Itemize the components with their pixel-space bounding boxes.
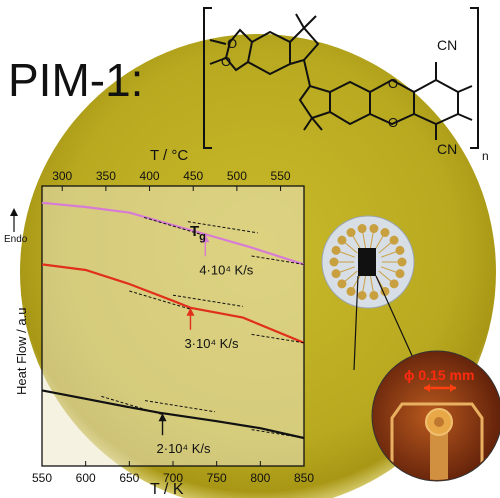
micrograph-inset: ϕ 0.15 mm (371, 350, 500, 482)
baseline-dashed (144, 400, 215, 413)
baseline-dashed (172, 294, 243, 307)
baseline-dashed (101, 395, 163, 416)
x-tick-label: 750 (207, 471, 227, 485)
sensor-chip (321, 215, 415, 371)
baseline-dashed (251, 255, 304, 265)
x-tick-label: 850 (294, 471, 314, 485)
nitrile-top-label: CN (437, 37, 457, 53)
x2-axis-label: T / °C (150, 147, 188, 164)
contact-trace (350, 232, 362, 251)
contact-trace (341, 239, 358, 254)
x2-tick-label: 500 (227, 169, 247, 183)
x-tick-label: 700 (163, 471, 183, 485)
oxygen-label: O (388, 76, 398, 91)
contact-trace (350, 273, 362, 292)
x2-axis-ticks: 300 350 400 450 500 550 (52, 169, 291, 191)
series-group (42, 201, 304, 440)
compound-name: PIM-1: (8, 54, 143, 106)
contact-trace (369, 228, 375, 249)
series-label: 2·10⁴ K/s (157, 441, 211, 456)
x-axis-label: T / K (150, 481, 184, 498)
endo-arrow-head (10, 208, 18, 216)
contact-trace (374, 232, 386, 251)
x-tick-label: 600 (76, 471, 96, 485)
contact-trace (341, 270, 358, 285)
x2-tick-label: 300 (52, 169, 72, 183)
contact-trace (380, 266, 401, 275)
oxygen-label: O (221, 54, 231, 69)
contact-trace (378, 239, 395, 254)
diameter-label: ϕ 0.15 mm (404, 367, 474, 383)
series-labels: 4·10⁴ K/s 3·10⁴ K/s 2·10⁴ K/s (157, 234, 254, 456)
endo-label: Endo (4, 234, 28, 245)
series-line (42, 263, 304, 344)
baseline-dashed (187, 221, 258, 234)
contact-trace (335, 249, 356, 258)
plot-frame (41, 185, 305, 467)
x-axis-ticks: 550 600 650 700 750 800 850 (32, 461, 314, 485)
dsc-chart: 550 600 650 700 750 800 850 300 350 400 450 500 550… (4, 147, 314, 498)
x-tick-label: 650 (119, 471, 139, 485)
tg-arrow-head (186, 307, 195, 316)
contact-trace (335, 266, 356, 275)
baseline-dashed (129, 290, 191, 310)
series-label: 3·10⁴ K/s (184, 336, 238, 351)
contact-trace (378, 270, 395, 285)
x-tick-label: 550 (32, 471, 52, 485)
contact-trace (361, 275, 367, 296)
series-label: 4·10⁴ K/s (199, 262, 253, 277)
contact-trace (369, 275, 375, 296)
tg-arrow-head (158, 413, 167, 422)
series-line (42, 201, 304, 266)
baseline-dashed (144, 216, 206, 237)
contact-trace (361, 228, 367, 249)
x-tick-label: 800 (250, 471, 270, 485)
oxygen-label: O (388, 115, 398, 130)
baseline-dashed (251, 333, 304, 344)
contact-trace (380, 249, 401, 258)
series-line (42, 389, 304, 440)
pim1-structure (203, 7, 479, 149)
x2-tick-label: 450 (183, 169, 203, 183)
repeat-subscript: n (482, 149, 489, 163)
baseline-dashed (251, 429, 304, 439)
tg-arrow-head (201, 234, 210, 243)
nitrile-bottom-label: CN (437, 141, 457, 157)
x2-tick-label: 400 (140, 169, 160, 183)
x2-tick-label: 550 (271, 169, 291, 183)
oxygen-label: O (227, 36, 237, 51)
y-axis-label: Heat Flow / a.u (14, 308, 29, 395)
pim1-atoms: O O O O CN CN n (221, 36, 489, 163)
x2-tick-label: 350 (96, 169, 116, 183)
